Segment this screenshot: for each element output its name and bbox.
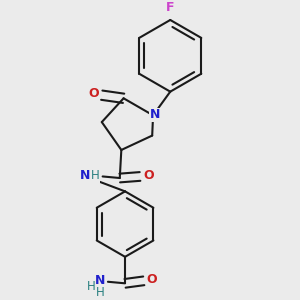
Text: O: O	[143, 169, 154, 182]
Text: O: O	[89, 87, 99, 100]
Text: O: O	[147, 273, 158, 286]
Text: H: H	[91, 169, 99, 182]
Text: F: F	[166, 1, 175, 14]
Text: N: N	[80, 169, 91, 182]
Text: H: H	[96, 286, 104, 298]
Text: N: N	[149, 108, 160, 121]
Text: N: N	[95, 274, 105, 287]
Text: H: H	[86, 280, 95, 293]
